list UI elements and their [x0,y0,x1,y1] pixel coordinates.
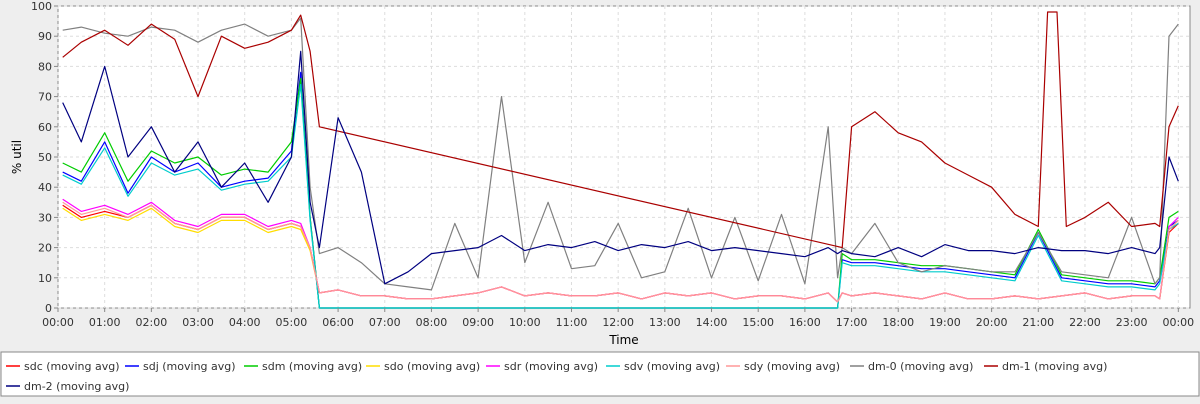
x-tick-label: 05:00 [276,316,308,329]
legend-entry: sdm (moving avg) [262,360,362,373]
x-tick-label: 06:00 [322,316,354,329]
legend-entry: sdo (moving avg) [384,360,480,373]
x-tick-label: 11:00 [556,316,588,329]
legend-entry: sdv (moving avg) [624,360,720,373]
legend-entry: sdc (moving avg) [24,360,120,373]
y-tick-label: 90 [38,30,52,43]
y-tick-label: 60 [38,121,52,134]
x-tick-label: 17:00 [836,316,868,329]
x-tick-label: 20:00 [976,316,1008,329]
x-tick-label: 13:00 [649,316,681,329]
x-tick-label: 09:00 [462,316,494,329]
x-axis-label: Time [608,333,638,347]
series-line-8 [62,11,1179,249]
series-line-5 [62,83,1179,309]
y-tick-label: 70 [38,91,52,104]
legend-entry: dm-0 (moving avg) [868,360,973,373]
y-tick-label: 40 [38,181,52,194]
x-tick-label: 15:00 [742,316,774,329]
y-tick-label: 50 [38,151,52,164]
x-tick-label: 18:00 [882,316,914,329]
y-tick-label: 20 [38,242,52,255]
legend-box [0,351,1200,397]
legend: sdc (moving avg) sdj (moving avg) sdm (mov… [6,360,1107,393]
y-tick-label: 80 [38,60,52,73]
x-tick-label: 04:00 [229,316,261,329]
gridlines [57,5,1190,309]
x-tick-label: 01:00 [89,316,121,329]
x-tick-label: 21:00 [1022,316,1054,329]
series-line-6 [62,201,1179,303]
legend-entry: sdy (moving avg) [744,360,840,373]
y-axis-label: % util [10,140,24,174]
y-axis: 0 10 20 30 40 50 60 70 80 90 100 [31,0,58,315]
legend-entry: sdr (moving avg) [504,360,598,373]
y-tick-label: 100 [31,0,52,13]
x-tick-label: 07:00 [369,316,401,329]
series-layer [62,11,1179,309]
x-tick-label: 10:00 [509,316,541,329]
x-tick-label: 03:00 [182,316,214,329]
x-tick-label: 12:00 [602,316,634,329]
x-axis: 00:00 01:00 02:00 03:00 04:00 05:00 06:00 07:00… [42,308,1194,329]
x-tick-label: 23:00 [1116,316,1148,329]
series-line-7 [62,17,1179,291]
x-tick-label: 19:00 [929,316,961,329]
legend-entry: dm-2 (moving avg) [24,380,129,393]
x-tick-label: 08:00 [416,316,448,329]
y-tick-label: 10 [38,272,52,285]
x-tick-label: 00:00 [1162,316,1194,329]
x-tick-label: 00:00 [42,316,74,329]
x-tick-label: 16:00 [789,316,821,329]
x-tick-label: 02:00 [136,316,168,329]
y-tick-label: 0 [45,302,52,315]
legend-entry: dm-1 (moving avg) [1002,360,1107,373]
series-line-9 [62,50,1179,285]
x-tick-label: 14:00 [696,316,728,329]
legend-entry: sdj (moving avg) [143,360,236,373]
x-tick-label: 22:00 [1069,316,1101,329]
y-tick-label: 30 [38,211,52,224]
